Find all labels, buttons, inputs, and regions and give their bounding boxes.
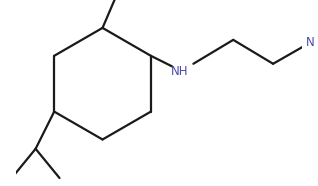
Text: N: N bbox=[306, 36, 315, 49]
Text: NH: NH bbox=[171, 65, 189, 78]
